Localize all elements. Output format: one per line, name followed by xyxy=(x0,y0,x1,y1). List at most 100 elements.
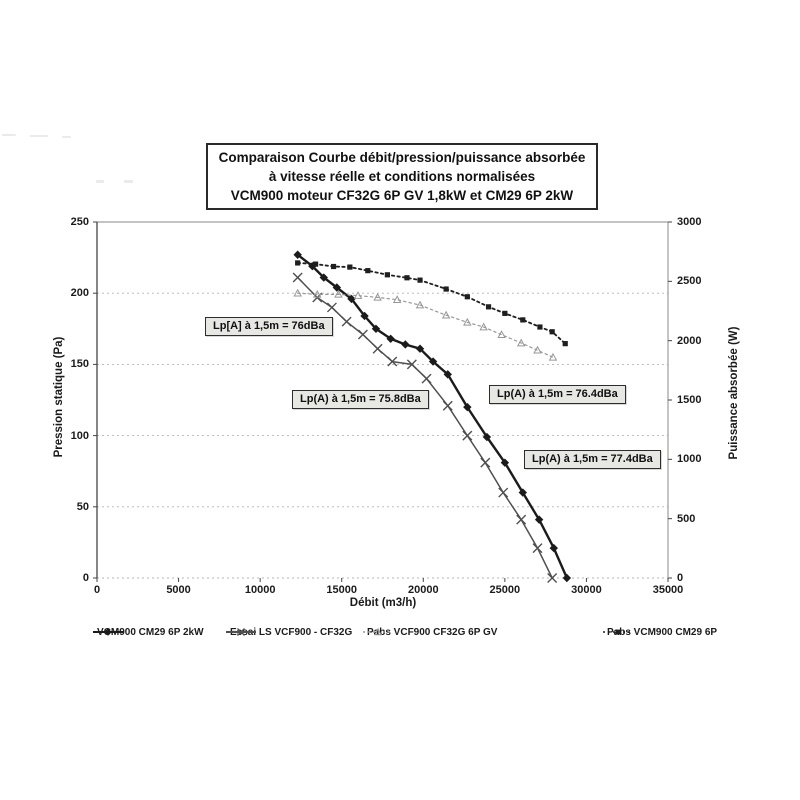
x-marker xyxy=(516,514,527,525)
square-marker xyxy=(537,324,543,330)
diamond-marker xyxy=(332,283,342,292)
legend-item-1: VCM900 CM29 6P 2kW xyxy=(93,625,204,639)
legend-marker-shape xyxy=(237,628,245,636)
legend-item-2: Essai LS VCF900 - CF32G xyxy=(226,625,352,639)
square-marker xyxy=(562,341,568,347)
diamond-marker xyxy=(371,324,381,333)
chart-title-line1: Comparaison Courbe débit/pression/puissa… xyxy=(218,150,586,165)
x-marker xyxy=(442,400,453,411)
legend-label: Pabs VCF900 CF32G 6P GV xyxy=(367,626,498,638)
x-tick-label: 20000 xyxy=(407,584,439,596)
diamond-marker xyxy=(549,543,558,553)
square-marker xyxy=(347,264,353,270)
y-tick-label-right: 1500 xyxy=(677,394,702,406)
legend-marker-shape xyxy=(615,629,621,635)
series-line-4 xyxy=(296,261,567,345)
legend-label: VCM900 CM29 6P 2kW xyxy=(97,626,204,638)
triangle-marker xyxy=(353,291,363,299)
x-tick-label: 35000 xyxy=(652,584,684,596)
legend-line-sample xyxy=(93,628,123,636)
triangle-marker xyxy=(548,352,558,361)
square-marker xyxy=(443,286,449,292)
x-marker xyxy=(462,430,473,441)
x-axis-title: Débit (m3/h) xyxy=(349,597,417,609)
scan-artifact xyxy=(2,134,16,136)
chart-title-line3: VCM900 moteur CF32G 6P GV 1,8kW et CM29 … xyxy=(230,188,574,203)
diamond-marker xyxy=(401,340,410,349)
y-tick-label-left: 0 xyxy=(82,572,89,584)
x-marker xyxy=(357,329,368,340)
x-marker xyxy=(498,487,509,498)
y-tick-label-right: 500 xyxy=(677,512,696,525)
legend-label: Essai LS VCF900 - CF32G xyxy=(230,626,353,638)
noise-level-annotation-1: Lp[A] à 1,5m = 76dBa xyxy=(205,317,333,336)
square-marker xyxy=(520,317,526,323)
triangle-marker xyxy=(312,289,322,298)
x-marker xyxy=(326,302,337,313)
x-marker xyxy=(421,373,432,384)
triangle-marker xyxy=(516,338,526,347)
y-tick-label-left: 50 xyxy=(76,500,89,513)
x-tick-label: 25000 xyxy=(489,584,521,596)
y-tick-label-left: 100 xyxy=(70,429,89,442)
square-marker xyxy=(464,294,470,300)
triangle-marker xyxy=(373,292,382,301)
chart-title-box: Comparaison Courbe débit/pression/puissa… xyxy=(206,143,598,210)
triangle-marker xyxy=(463,317,472,326)
triangle-marker xyxy=(479,322,488,331)
scan-artifact xyxy=(96,180,104,183)
square-marker xyxy=(330,263,337,270)
square-marker xyxy=(365,268,371,274)
square-marker xyxy=(502,310,508,316)
y-tick-label-right: 3000 xyxy=(677,216,702,228)
legend-line-sample xyxy=(226,628,256,636)
x-tick-label: 10000 xyxy=(244,584,276,596)
x-marker xyxy=(387,356,398,367)
triangle-marker xyxy=(415,300,425,309)
legend-label: Pabs VCM900 CM29 6P xyxy=(607,626,718,638)
series-line-2 xyxy=(296,276,553,579)
legend-line-sample xyxy=(603,629,633,635)
legend-line-sample xyxy=(363,627,393,636)
diamond-marker xyxy=(347,294,356,304)
diamond-marker xyxy=(463,402,472,412)
legend-marker-shape xyxy=(104,628,112,636)
diamond-marker xyxy=(319,273,328,282)
scan-artifact xyxy=(124,180,133,183)
diamond-marker xyxy=(428,357,438,366)
diamond-marker xyxy=(482,432,492,442)
diamond-marker xyxy=(518,488,528,497)
triangle-marker xyxy=(334,289,343,298)
triangle-marker xyxy=(441,310,451,319)
diamond-marker xyxy=(443,370,452,379)
x-tick-label: 15000 xyxy=(326,584,357,596)
y-tick-label-right: 2500 xyxy=(677,275,702,288)
triangle-marker xyxy=(392,295,402,304)
scan-artifact xyxy=(62,136,71,138)
x-marker xyxy=(532,543,543,554)
scan-artifact xyxy=(30,135,48,137)
x-marker xyxy=(292,272,303,283)
square-marker xyxy=(549,329,555,335)
legend-item-4: Pabs VCM900 CM29 6P xyxy=(603,625,717,639)
noise-level-annotation-3: Lp(A) à 1,5m = 76.4dBa xyxy=(489,385,626,404)
legend-marker-x xyxy=(237,628,245,636)
square-marker xyxy=(295,260,301,266)
diamond-marker xyxy=(386,334,395,343)
noise-level-annotation-4: Lp(A) à 1,5m = 77.4dBa xyxy=(524,450,661,469)
x-tick-label: 0 xyxy=(93,584,101,596)
y-tick-label-right: 2000 xyxy=(677,334,702,347)
x-marker xyxy=(406,359,417,370)
legend-marker-triangle xyxy=(374,627,382,636)
x-marker xyxy=(480,457,491,468)
square-marker xyxy=(417,277,423,283)
square-marker xyxy=(384,272,390,278)
diamond-marker xyxy=(500,458,510,467)
y-tick-label-left: 250 xyxy=(70,216,89,228)
y-tick-label-right: 1000 xyxy=(677,453,702,466)
legend-marker-diamond xyxy=(104,628,112,636)
x-tick-label: 30000 xyxy=(571,584,602,596)
series-line-3 xyxy=(297,292,554,358)
